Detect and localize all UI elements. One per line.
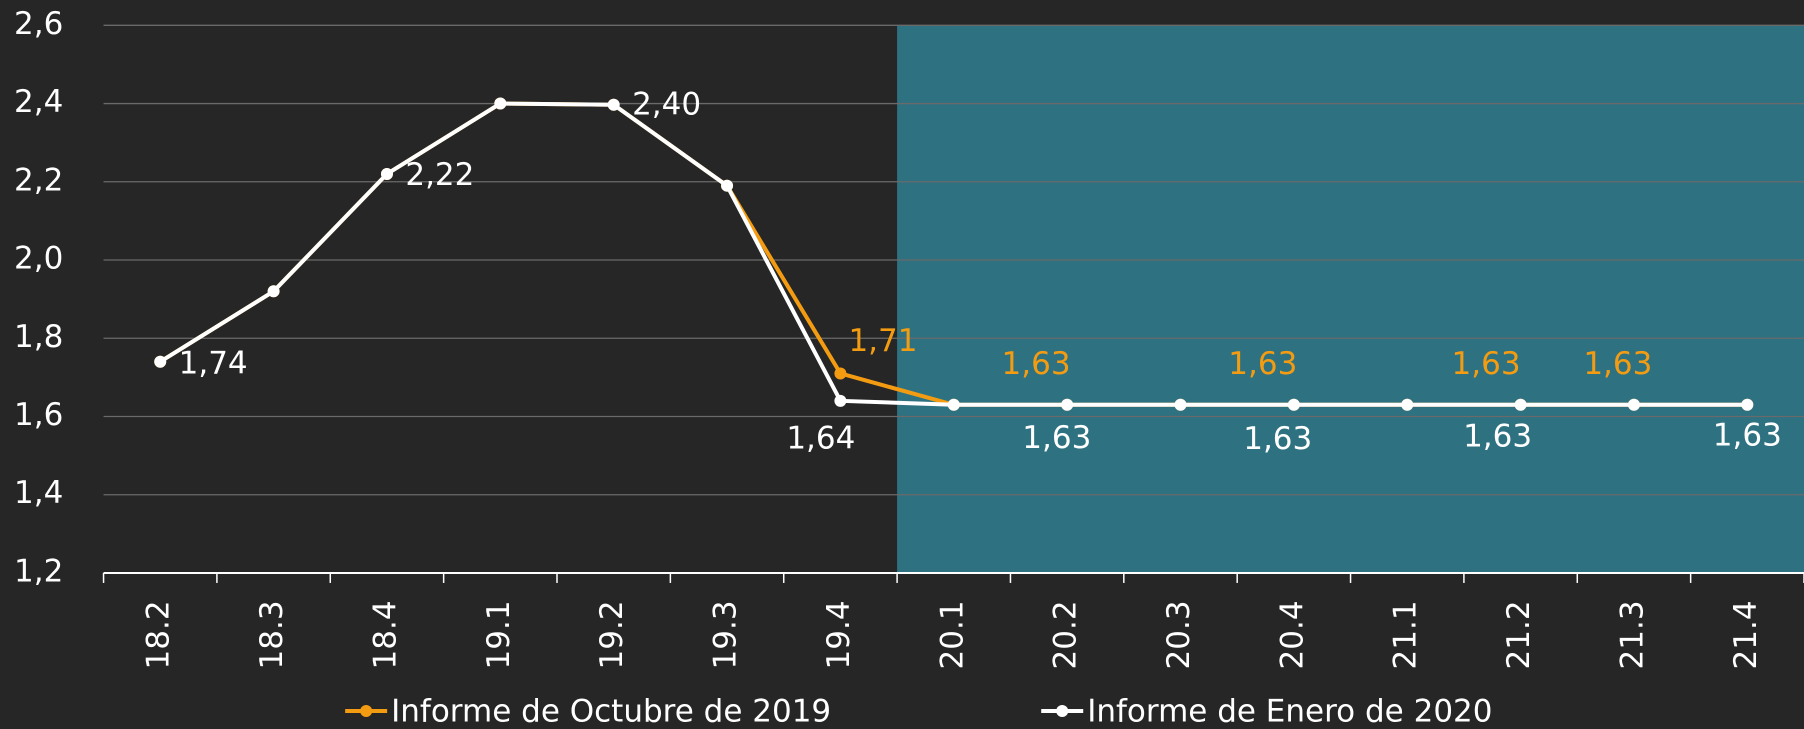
point: [154, 355, 167, 368]
y-tick-label: 1,6: [14, 397, 63, 433]
point: [1741, 398, 1754, 411]
data-label: 1,63: [1243, 421, 1312, 457]
point: [607, 98, 620, 111]
y-tick-label: 2,0: [14, 241, 63, 277]
data-label: 1,74: [179, 346, 248, 382]
point: [834, 394, 847, 407]
point: [267, 285, 280, 298]
point: [380, 167, 393, 180]
point: [1514, 398, 1527, 411]
data-label: 1,63: [1583, 346, 1652, 382]
data-label: 2,22: [405, 157, 474, 193]
point: [947, 398, 960, 411]
x-tick-label: 21.3: [1614, 600, 1650, 669]
y-tick-label: 1,8: [14, 319, 63, 355]
point: [1061, 398, 1074, 411]
x-tick-label: 18.3: [254, 600, 290, 669]
y-tick-label: 2,4: [14, 84, 63, 120]
x-tick-label: 20.2: [1048, 600, 1084, 669]
x-tick-label: 18.2: [141, 600, 177, 669]
x-tick-label: 21.2: [1501, 600, 1537, 669]
y-tick-label: 2,6: [14, 6, 63, 42]
x-tick-label: 19.3: [708, 600, 744, 669]
y-tick-label: 1,4: [14, 475, 63, 511]
point: [1401, 398, 1414, 411]
data-label: 1,63: [1452, 346, 1521, 382]
y-tick-label: 1,2: [14, 553, 63, 589]
legend-marker: [360, 705, 373, 718]
data-label: 1,64: [786, 420, 855, 456]
data-label: 1,63: [1713, 417, 1782, 453]
data-label: 1,71: [848, 323, 917, 359]
x-tick-label: 21.1: [1388, 600, 1424, 669]
data-label: 2,40: [632, 86, 701, 122]
data-label: 1,63: [1463, 419, 1532, 455]
data-label: 1,63: [1228, 346, 1297, 382]
point: [1174, 398, 1187, 411]
forecast-shade: [897, 25, 1804, 573]
point: [1287, 398, 1300, 411]
data-label: 1,63: [1002, 346, 1071, 382]
data-label: 1,63: [1022, 420, 1091, 456]
x-tick-label: 20.3: [1161, 600, 1197, 669]
legend-label: Informe de Enero de 2020: [1087, 694, 1492, 729]
point: [721, 179, 734, 192]
point: [834, 367, 847, 380]
x-tick-label: 19.4: [821, 600, 857, 669]
legend-label: Informe de Octubre de 2019: [391, 694, 831, 729]
x-tick-label: 20.4: [1274, 600, 1310, 669]
x-tick-label: 18.4: [367, 600, 403, 669]
x-tick-label: 19.1: [481, 600, 517, 669]
point: [494, 97, 507, 110]
y-tick-label: 2,2: [14, 162, 63, 198]
point: [1627, 398, 1640, 411]
x-tick-label: 19.2: [594, 600, 630, 669]
x-tick-label: 20.1: [934, 600, 970, 669]
legend-marker: [1056, 705, 1069, 718]
x-tick-label: 21.4: [1728, 600, 1764, 669]
